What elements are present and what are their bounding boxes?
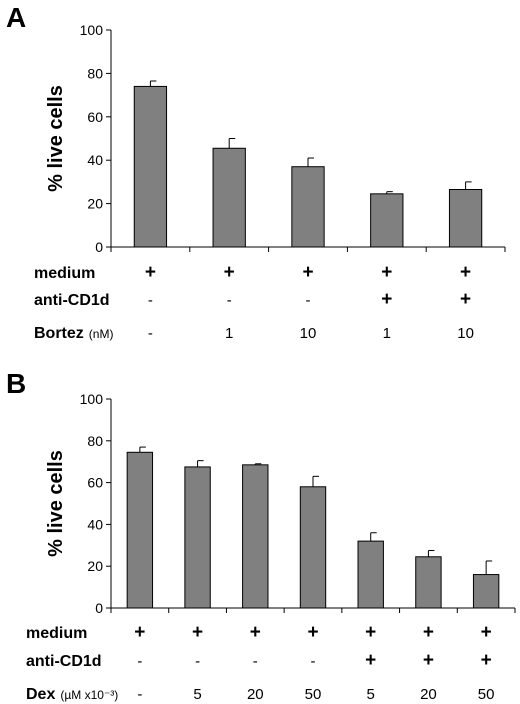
condition-cell: + [423, 622, 434, 643]
row-label-name: Bortez [34, 325, 84, 342]
condition-cell: - [148, 292, 153, 309]
y-tick-label: 80 [87, 433, 103, 449]
condition-cell: + [134, 622, 145, 643]
condition-cell: - [137, 653, 142, 670]
row-label-name: Dex [26, 686, 55, 703]
y-tick-label: 60 [87, 109, 103, 125]
condition-cell: 10 [300, 325, 317, 342]
row-label: medium [34, 265, 95, 282]
condition-cell: + [302, 262, 313, 283]
condition-cell: 50 [478, 686, 495, 703]
condition-cell: + [224, 262, 235, 283]
condition-cell: 5 [193, 686, 201, 703]
y-tick-label: 40 [87, 152, 103, 168]
condition-cell: + [460, 262, 471, 283]
condition-cell: + [381, 289, 392, 310]
condition-cell: + [365, 622, 376, 643]
condition-cell: - [195, 653, 200, 670]
bar [415, 556, 442, 609]
y-tick-label: 0 [95, 600, 103, 616]
row-label: medium [26, 625, 87, 642]
condition-cell: + [423, 650, 434, 671]
condition-cell: + [250, 622, 261, 643]
condition-cell: - [253, 653, 258, 670]
y-axis-label: % live cells [45, 450, 67, 557]
condition-cell: - [227, 292, 232, 309]
panel-a: A 0 20 40 60 80 100 % live cells medium + + + + + ant… [0, 0, 520, 350]
condition-cell: + [460, 289, 471, 310]
y-tick-label: 100 [80, 391, 104, 407]
condition-cell: 5 [367, 686, 375, 703]
bar [184, 466, 211, 609]
y-tick-label: 40 [87, 516, 103, 532]
bar [291, 166, 325, 248]
condition-cell: + [365, 650, 376, 671]
chart-b: 0 20 40 60 80 100 % live cells medium + + + + + + + ant… [26, 391, 516, 703]
y-tick-label: 20 [87, 558, 103, 574]
condition-cell: - [148, 325, 153, 342]
y-tick-label: 60 [87, 475, 103, 491]
panel-b: B 0 20 40 60 80 100 % live cells medium + + + + + + + a… [0, 362, 520, 704]
row-label: Bortez (nM) [34, 325, 113, 342]
bar [212, 147, 246, 248]
y-tick-label: 100 [80, 22, 104, 38]
panel-label-a: A [6, 2, 27, 33]
bar [242, 464, 269, 609]
condition-cell: + [481, 650, 492, 671]
y-tick-label: 80 [87, 65, 103, 81]
bar [126, 451, 154, 609]
y-tick-label: 0 [95, 239, 103, 255]
row-label: anti-CD1d [34, 292, 110, 309]
bar [448, 188, 483, 248]
condition-cell: 50 [305, 686, 322, 703]
condition-cell: - [137, 686, 142, 703]
chart-a: 0 20 40 60 80 100 % live cells medium + + + + + anti-… [34, 22, 506, 342]
condition-cell: 1 [225, 325, 233, 342]
y-tick-label: 20 [87, 196, 103, 212]
condition-cell: 1 [383, 325, 391, 342]
condition-cell: + [145, 262, 156, 283]
bar [370, 193, 404, 248]
condition-cell: + [307, 622, 318, 643]
condition-cell: 20 [420, 686, 437, 703]
bar [133, 85, 168, 248]
condition-cell: + [481, 622, 492, 643]
row-label-name: anti-CD1d [34, 292, 110, 309]
bar [357, 540, 384, 609]
row-label-name: anti-CD1d [26, 653, 102, 670]
bar [299, 486, 327, 609]
condition-cell: - [306, 292, 311, 309]
condition-cell: 20 [247, 686, 264, 703]
condition-cell: + [381, 262, 392, 283]
row-label: Dex (µM x10⁻³) [26, 686, 118, 703]
row-label: anti-CD1d [26, 653, 102, 670]
condition-cell: 10 [457, 325, 474, 342]
panel-label-b: B [6, 368, 27, 399]
row-label-unit: (nM) [89, 327, 114, 341]
row-label-name: medium [26, 625, 87, 642]
row-label-unit: (µM x10⁻³) [60, 688, 118, 702]
row-label-name: medium [34, 265, 95, 282]
y-axis-label: % live cells [45, 85, 67, 192]
condition-cell: - [311, 653, 316, 670]
bar [472, 574, 500, 609]
condition-cell: + [192, 622, 203, 643]
